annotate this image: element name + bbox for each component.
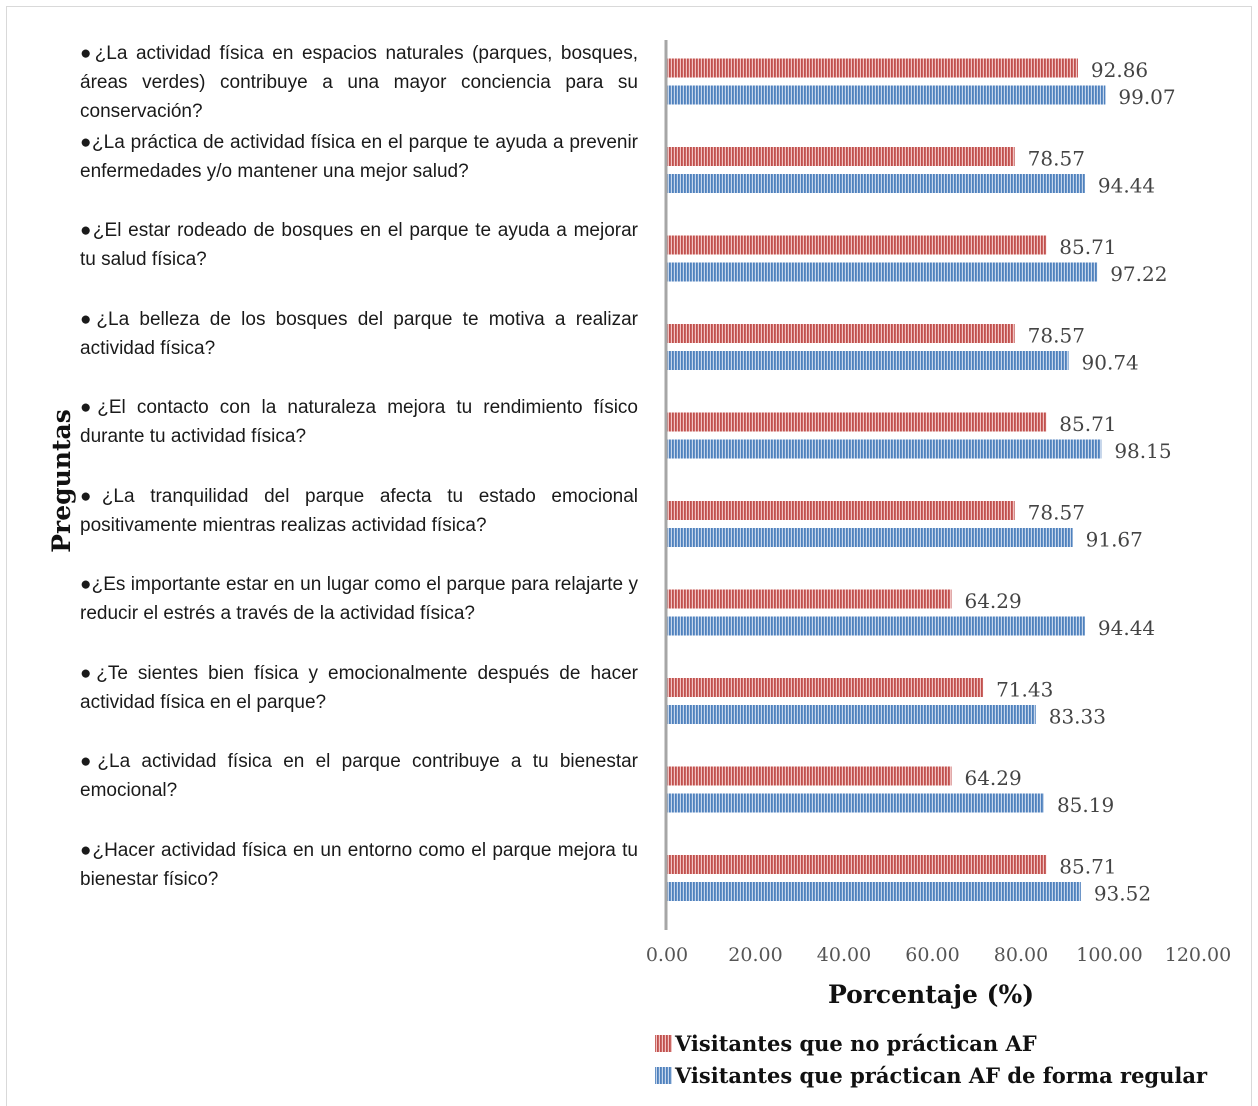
bar-practican-regular xyxy=(667,351,1069,370)
data-label: 94.44 xyxy=(1098,616,1155,640)
legend-label-practican-regular: Visitantes que práctican AF de forma reg… xyxy=(674,1063,1208,1088)
bars-group: 92.86 99.07 78.57 94.44 85.71 97.22 78.57 90.74… xyxy=(667,58,1176,906)
bar-no-practican xyxy=(667,501,1015,520)
bar-practican-regular xyxy=(667,85,1106,105)
x-tick-label: 0.00 xyxy=(646,944,688,966)
question-label: ●¿Te sientes bien física y emocionalment… xyxy=(80,662,638,713)
x-tick-label: 100.00 xyxy=(1076,944,1142,966)
bar-no-practican xyxy=(667,589,952,609)
bar-practican-regular xyxy=(667,705,1036,724)
data-label: 90.74 xyxy=(1082,351,1139,375)
question-label: ●¿La práctica de actividad física en el … xyxy=(80,131,638,182)
data-label: 78.57 xyxy=(1028,501,1085,525)
data-label: 78.57 xyxy=(1028,324,1085,348)
question-label: ●¿La belleza de los bosques del parque t… xyxy=(80,308,638,359)
data-label: 71.43 xyxy=(996,678,1053,702)
bar-no-practican xyxy=(667,855,1047,874)
x-tick-label: 60.00 xyxy=(905,944,959,966)
bar-no-practican xyxy=(667,147,1015,166)
bar-practican-regular xyxy=(667,262,1098,282)
legend-swatch-practican-regular xyxy=(655,1067,672,1084)
data-label: 91.67 xyxy=(1086,528,1143,552)
bar-practican-regular xyxy=(667,793,1044,813)
x-tick-labels: 0.00 20.00 40.00 60.00 80.00 100.00 120.00 xyxy=(646,944,1231,966)
data-label: 85.71 xyxy=(1059,235,1116,259)
x-tick-label: 20.00 xyxy=(728,944,782,966)
bar-no-practican xyxy=(667,235,1047,255)
data-label: 94.44 xyxy=(1098,174,1155,198)
legend-swatch-no-practican xyxy=(655,1035,672,1052)
question-label: ●¿Hacer actividad física en un entorno c… xyxy=(80,839,638,890)
x-tick-label: 40.00 xyxy=(817,944,871,966)
data-label: 85.19 xyxy=(1057,793,1114,817)
legend-label-no-practican: Visitantes que no práctican AF xyxy=(674,1031,1037,1056)
bar-practican-regular xyxy=(667,174,1085,193)
data-label: 85.71 xyxy=(1059,412,1116,436)
bar-practican-regular xyxy=(667,882,1081,901)
bar-practican-regular xyxy=(667,439,1102,459)
bar-practican-regular xyxy=(667,616,1085,636)
question-label: ●¿El contacto con la naturaleza mejora t… xyxy=(80,397,638,447)
x-tick-label: 80.00 xyxy=(994,944,1048,966)
data-label: 93.52 xyxy=(1094,882,1151,906)
question-label: ●¿La tranquilidad del parque afecta tu e… xyxy=(80,485,638,536)
bar-no-practican xyxy=(667,58,1078,78)
question-label: ●¿La actividad física en espacios natura… xyxy=(80,43,638,122)
data-label: 83.33 xyxy=(1049,705,1106,729)
x-tick-label: 120.00 xyxy=(1165,944,1231,966)
question-label: ●¿La actividad física en el parque contr… xyxy=(80,751,638,801)
data-label: 64.29 xyxy=(964,766,1021,790)
bar-no-practican xyxy=(667,678,984,697)
bar-no-practican xyxy=(667,324,1015,343)
bar-no-practican xyxy=(667,412,1047,432)
question-label: ●¿El estar rodeado de bosques en el parq… xyxy=(80,220,638,270)
data-label: 64.29 xyxy=(964,589,1021,613)
chart-frame xyxy=(6,6,1252,1106)
data-label: 99.07 xyxy=(1118,85,1175,109)
data-label: 92.86 xyxy=(1091,58,1148,82)
data-label: 78.57 xyxy=(1028,147,1085,171)
bar-practican-regular xyxy=(667,528,1073,547)
x-axis-title: Porcentaje (%) xyxy=(828,980,1034,1009)
question-label: ●¿Es importante estar en un lugar como e… xyxy=(80,574,638,624)
data-label: 98.15 xyxy=(1114,439,1171,463)
bar-no-practican xyxy=(667,766,952,786)
y-axis-title: Preguntas xyxy=(47,409,76,553)
legend: Visitantes que no práctican AF Visitante… xyxy=(655,1031,1208,1088)
data-label: 97.22 xyxy=(1110,262,1167,286)
data-label: 85.71 xyxy=(1059,855,1116,879)
